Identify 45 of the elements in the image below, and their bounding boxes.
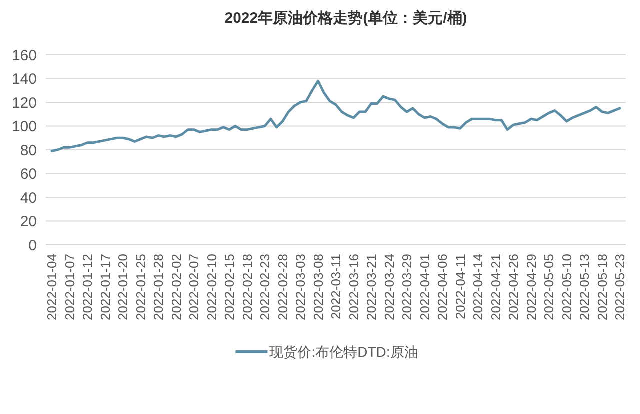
y-tick-label: 120 [12,94,37,112]
y-tick-label: 60 [20,166,37,183]
x-tick-label: 2022-03-29 [400,254,415,320]
y-tick-label: 160 [12,47,37,64]
line-series [50,80,622,152]
x-tick-label: 2022-01-12 [80,254,96,320]
x-tick-label: 2022-05-05 [542,254,557,320]
x-tick-label: 2022-04-06 [435,254,450,320]
x-tick-label: 2022-04-14 [470,254,486,320]
y-tick-label: 80 [20,142,37,160]
x-tick-label: 2022-03-03 [293,254,308,320]
x-tick-label: 2022-01-07 [62,254,78,320]
y-tick-label: 140 [12,71,37,88]
x-tick-label: 2022-04-01 [417,254,432,320]
x-tick-label: 2022-02-18 [240,254,255,320]
x-tick-label: 2022-04-11 [452,254,468,320]
x-tick-label: 2022-04-26 [506,254,522,320]
x-tick-label: 2022-01-17 [98,254,113,320]
y-tick-label: 40 [20,190,37,207]
x-tick-label: 2022-02-28 [275,254,290,320]
y-tick-label: 0 [28,237,37,254]
x-tick-label: 2022-01-20 [116,254,131,320]
x-tick-label: 2022-02-23 [258,254,273,320]
x-tick-label: 2022-03-24 [382,254,397,320]
legend-label: 现货价:布伦特DTD:原油 [270,344,418,360]
x-tick-label: 2022-03-08 [310,254,326,320]
x-tick-label: 2022-02-07 [186,254,202,320]
x-tick-label: 2022-02-10 [204,254,220,320]
x-tick-label: 2022-05-23 [612,254,628,320]
x-tick-label: 2022-04-29 [524,254,539,320]
x-tick-label: 2022-04-21 [488,254,504,320]
x-tick-label: 2022-01-25 [133,254,148,320]
chart-title: 2022年原油价格走势(单位：美元/桶) [224,9,468,27]
x-tick-label: 2022-01-04 [44,254,60,320]
x-tick-label: 2022-02-02 [168,254,184,320]
x-tick-label: 2022-05-13 [577,254,592,320]
x-tick-label: 2022-02-15 [222,254,238,320]
y-tick-label: 20 [20,214,37,230]
x-tick-label: 2022-05-18 [594,254,610,320]
x-tick-label: 2022-05-10 [559,254,574,320]
x-tick-label: 2022-03-16 [346,254,362,320]
x-tick-label: 2022-03-11 [328,254,344,320]
y-tick-label: 100 [12,118,37,136]
x-tick-label: 2022-01-28 [151,254,166,320]
x-tick-label: 2022-03-21 [364,254,380,320]
